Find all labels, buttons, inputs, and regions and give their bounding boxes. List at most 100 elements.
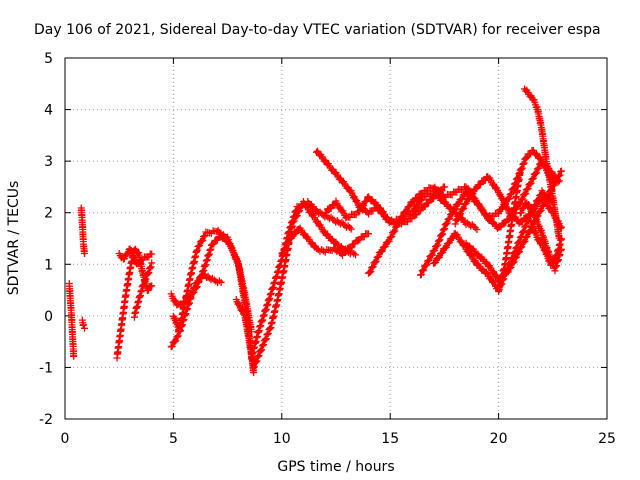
data-point [217, 278, 225, 286]
data-point [446, 214, 454, 222]
data-point [495, 191, 503, 199]
data-point [437, 231, 445, 239]
data-point [438, 231, 446, 239]
data-point [342, 248, 350, 256]
data-point [215, 277, 223, 285]
data-point [503, 205, 511, 213]
data-point [408, 215, 416, 223]
data-point [367, 268, 375, 276]
x-tick-label: 25 [598, 431, 616, 447]
data-point [140, 277, 148, 285]
data-point [79, 321, 87, 329]
data-point [431, 246, 439, 254]
y-tick-label: 1 [44, 257, 53, 273]
data-point [497, 223, 505, 231]
data-point [257, 346, 265, 354]
data-point [148, 250, 156, 258]
data-point [196, 241, 204, 249]
data-point [495, 210, 503, 218]
data-point [554, 178, 562, 186]
data-point [145, 269, 153, 277]
series-arc-t [495, 146, 563, 295]
data-point [369, 263, 377, 271]
y-axis-label: SDTVAR / TECUs [6, 181, 22, 296]
y-tick-label: 5 [44, 51, 53, 67]
x-tick-label: 15 [381, 431, 399, 447]
data-point [143, 270, 151, 278]
data-point [255, 352, 263, 360]
x-tick-label: 0 [61, 431, 70, 447]
data-point [239, 310, 247, 318]
data-point [466, 194, 474, 202]
data-point [445, 239, 453, 247]
data-point [322, 208, 330, 216]
data-point [411, 206, 419, 214]
data-point [146, 265, 154, 273]
data-point [435, 236, 443, 244]
data-point [141, 276, 149, 284]
data-point [425, 199, 433, 207]
data-point [147, 263, 155, 271]
data-point [388, 232, 396, 240]
data-point [338, 218, 346, 226]
data-point [423, 261, 431, 269]
data-point [517, 209, 525, 217]
data-point [468, 221, 476, 229]
data-point [318, 210, 326, 218]
data-point [168, 342, 176, 350]
y-tick-label: 3 [44, 154, 53, 170]
data-point [351, 240, 359, 248]
data-point [144, 269, 152, 277]
x-tick-label: 5 [169, 431, 178, 447]
data-point [458, 195, 466, 203]
data-point [264, 329, 272, 337]
data-point [199, 236, 207, 244]
data-point [391, 227, 399, 235]
data-point [507, 263, 515, 271]
data-point [142, 275, 150, 283]
data-point [139, 281, 147, 289]
data-point [385, 237, 393, 245]
data-point [524, 214, 532, 222]
data-point [428, 251, 436, 259]
data-point [535, 164, 543, 172]
data-point [285, 239, 293, 247]
data-point [250, 363, 258, 371]
data-point [524, 185, 532, 193]
data-point [346, 223, 354, 231]
data-point [120, 255, 128, 263]
data-point [406, 202, 414, 210]
data-point [193, 246, 201, 254]
data-point [339, 251, 347, 259]
data-point [393, 222, 401, 230]
data-point [410, 197, 418, 205]
data-point [439, 226, 447, 234]
y-tick-label: 4 [44, 103, 53, 119]
data-point [529, 174, 537, 182]
data-point [441, 225, 449, 233]
data-point [520, 159, 528, 167]
data-point [473, 226, 481, 234]
data-point [288, 234, 296, 242]
data-point [425, 256, 433, 264]
data-point [421, 203, 429, 211]
data-point [70, 352, 78, 360]
x-tick-label: 10 [273, 431, 291, 447]
series-arc-h [167, 232, 258, 377]
data-point [557, 235, 565, 243]
data-point [266, 325, 274, 333]
data-point [520, 204, 528, 212]
data-point [457, 210, 465, 218]
data-point [519, 195, 527, 203]
data-point [504, 268, 512, 276]
data-point [256, 347, 264, 355]
tick-labels: 0 5 10 15 20 25 -2 -1 0 1 2 3 4 5 [39, 51, 616, 447]
data-point [347, 225, 355, 233]
data-point [420, 266, 428, 274]
data-point [471, 224, 479, 232]
data-point [533, 169, 541, 177]
data-point [263, 331, 271, 339]
data-point [347, 244, 355, 252]
data-point [416, 207, 424, 215]
data-point [543, 196, 551, 204]
